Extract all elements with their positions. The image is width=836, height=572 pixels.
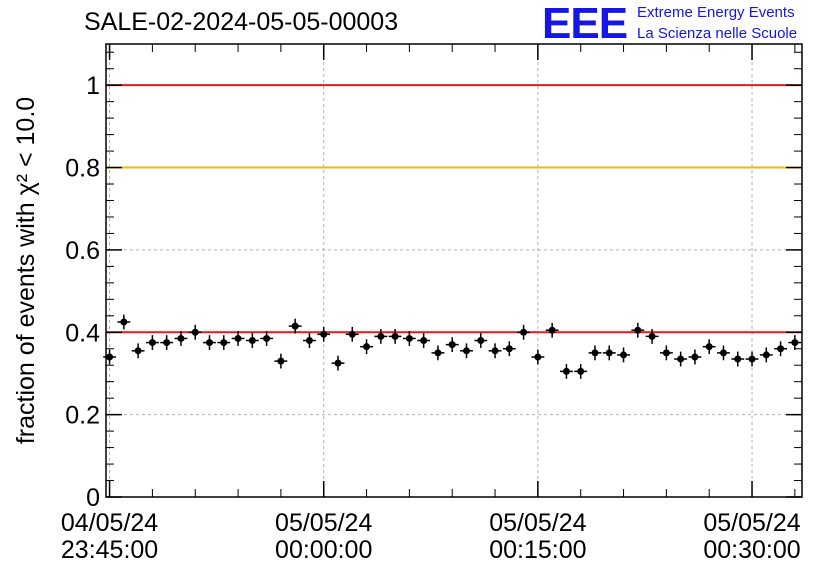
data-point xyxy=(134,347,142,355)
data-points xyxy=(103,314,802,379)
data-point xyxy=(234,334,242,342)
y-tick-label: 0.8 xyxy=(65,155,100,183)
data-point xyxy=(548,326,556,334)
data-point xyxy=(477,337,485,345)
data-point xyxy=(377,332,385,340)
y-axis-label: fraction of events with χ² < 10.0 xyxy=(12,97,40,444)
logo-text-line1: Extreme Energy Events xyxy=(637,4,795,21)
data-point xyxy=(762,351,770,359)
x-tick-time-label: 00:00:00 xyxy=(275,536,372,564)
data-point xyxy=(748,355,756,363)
data-point xyxy=(291,322,299,330)
data-point xyxy=(462,347,470,355)
data-point xyxy=(677,355,685,363)
data-point xyxy=(534,353,542,361)
y-tick-label: 0.2 xyxy=(65,402,100,430)
data-point xyxy=(191,328,199,336)
data-point xyxy=(705,343,713,351)
data-point xyxy=(591,349,599,357)
data-point xyxy=(434,349,442,357)
data-point xyxy=(791,339,799,347)
logo-text-line2: La Scienza nelle Scuole xyxy=(637,25,798,42)
grid-lines xyxy=(106,44,802,497)
data-point xyxy=(206,339,214,347)
data-point xyxy=(391,332,399,340)
data-point xyxy=(420,337,428,345)
data-point xyxy=(577,367,585,375)
data-point xyxy=(348,330,356,338)
x-tick-time-label: 00:15:00 xyxy=(489,536,586,564)
data-point xyxy=(120,318,128,326)
data-point xyxy=(562,367,570,375)
chart-title: SALE-02-2024-05-05-00003 xyxy=(84,8,399,36)
data-point xyxy=(320,330,328,338)
x-tick-date-label: 05/05/24 xyxy=(275,509,372,537)
data-point xyxy=(719,349,727,357)
reference-lines xyxy=(106,84,802,334)
y-tick-label: 0.4 xyxy=(65,319,100,347)
data-point xyxy=(248,337,256,345)
x-tick-date-label: 05/05/24 xyxy=(489,509,586,537)
data-point xyxy=(277,357,285,365)
data-point xyxy=(605,349,613,357)
x-tick-time-label: 00:30:00 xyxy=(703,536,800,564)
data-point xyxy=(363,343,371,351)
data-point xyxy=(634,326,642,334)
data-point xyxy=(620,351,628,359)
data-point xyxy=(106,353,114,361)
data-point xyxy=(491,347,499,355)
eee-logo-icon: EEE xyxy=(542,0,628,48)
data-point xyxy=(220,339,228,347)
data-point xyxy=(305,337,313,345)
data-point xyxy=(263,334,271,342)
data-point xyxy=(648,332,656,340)
y-tick-label: 0.6 xyxy=(65,237,100,265)
y-axis-ticks: 0 0.2 0.4 0.6 0.8 1 xyxy=(65,51,802,512)
x-tick-date-label: 04/05/24 xyxy=(61,509,158,537)
data-point xyxy=(505,345,513,353)
x-tick-date-label: 05/05/24 xyxy=(703,509,800,537)
plot-frame xyxy=(105,43,803,498)
data-point xyxy=(448,341,456,349)
y-tick-label: 0 xyxy=(86,484,100,512)
x-tick-time-label: 23:45:00 xyxy=(61,536,158,564)
data-point xyxy=(177,334,185,342)
data-point xyxy=(334,359,342,367)
x-axis-ticks: 04/05/2423:45:0005/05/2400:00:0005/05/24… xyxy=(61,44,801,564)
data-point xyxy=(163,339,171,347)
data-point xyxy=(662,349,670,357)
data-point xyxy=(691,353,699,361)
data-point xyxy=(148,339,156,347)
data-point xyxy=(777,345,785,353)
data-point xyxy=(405,334,413,342)
data-point xyxy=(734,355,742,363)
data-point xyxy=(520,328,528,336)
y-tick-label: 1 xyxy=(86,72,100,100)
